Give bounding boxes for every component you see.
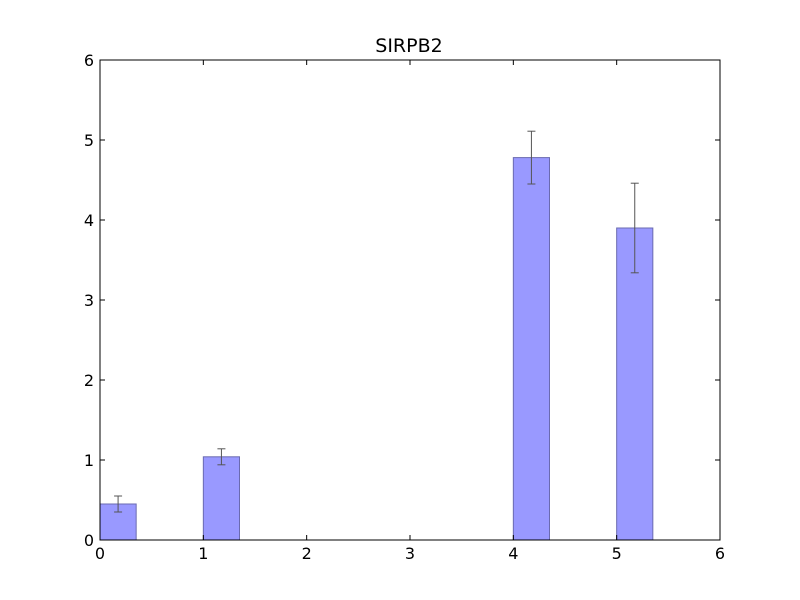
bars-layer [99, 157, 654, 541]
y-tick-label-1: 1 [84, 451, 94, 470]
x-tick-label-2: 2 [302, 544, 312, 563]
error-bar-4 [527, 130, 536, 185]
y-tick-label-6: 6 [84, 51, 94, 70]
y-tick-label-0: 0 [84, 531, 94, 550]
y-tick-label-3: 3 [84, 291, 94, 310]
x-axis-tick-labels: 0 1 2 3 4 5 6 [95, 544, 725, 563]
bar-5 [616, 227, 654, 541]
error-bar-0 [114, 495, 123, 513]
error-bar-1 [217, 448, 226, 466]
x-tick-label-5: 5 [612, 544, 622, 563]
ticks-layer [99, 59, 721, 541]
y-axis-tick-labels: 0 1 2 3 4 5 6 [84, 51, 94, 550]
x-tick-label-1: 1 [198, 544, 208, 563]
bar-4 [512, 157, 550, 541]
error-bars-layer [114, 130, 639, 513]
y-tick-label-2: 2 [84, 371, 94, 390]
x-tick-label-4: 4 [508, 544, 518, 563]
bar-1 [202, 456, 240, 541]
chart-title: SIRPB2 [375, 35, 442, 57]
x-tick-label-6: 6 [715, 544, 725, 563]
x-tick-label-3: 3 [405, 544, 415, 563]
x-tick-label-0: 0 [95, 544, 105, 563]
error-bar-5 [630, 182, 639, 274]
y-tick-label-5: 5 [84, 131, 94, 150]
y-tick-label-4: 4 [84, 211, 94, 230]
